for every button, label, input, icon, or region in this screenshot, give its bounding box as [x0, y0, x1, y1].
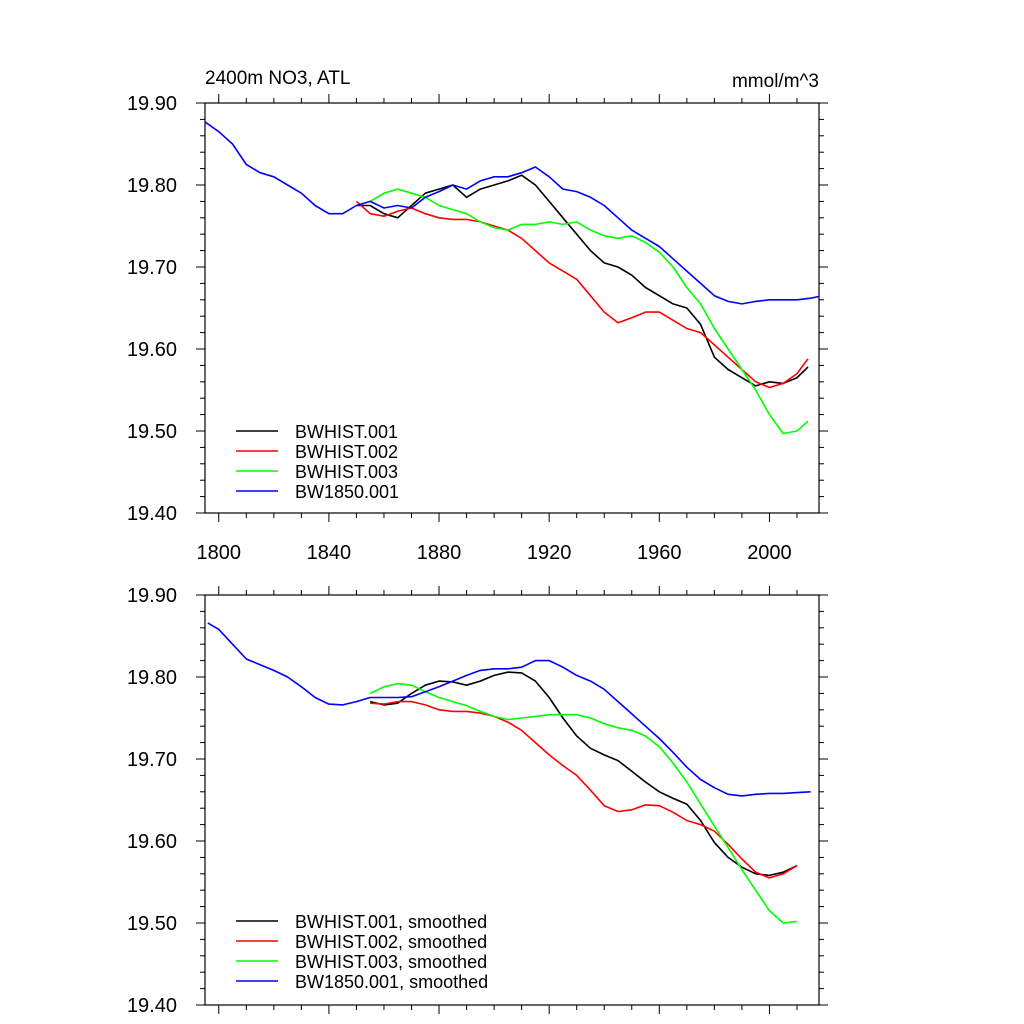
bottom-axis-ticks: 19.40 19.50 19.60 19.70 19.80 19.90: [127, 585, 828, 1017]
legend-label-bw1850-001-smoothed: BW1850.001, smoothed: [295, 972, 488, 992]
series-line-bw1850-001-smoothed: [207, 622, 811, 797]
legend-label-bwhist-002-smoothed: BWHIST.002, smoothed: [295, 932, 487, 952]
x-tick-label: 1880: [417, 542, 462, 564]
legend-label-bwhist-001: BWHIST.001: [295, 422, 398, 442]
y-tick-label: 19.90: [127, 585, 177, 607]
legend-label-bwhist-003-smoothed: BWHIST.003, smoothed: [295, 952, 487, 972]
y-tick-label: 19.70: [127, 749, 177, 771]
series-line-bwhist-001-smoothed: [370, 671, 798, 877]
y-tick-label: 19.80: [127, 667, 177, 689]
series-line-bwhist-002-smoothed: [370, 700, 798, 879]
series-line-bwhist-001: [356, 174, 809, 387]
bottom-chart-panel: 19.40 19.50 19.60 19.70 19.80 19.90 BWHIST.00…: [127, 585, 828, 1017]
top-plot-frame: [204, 102, 820, 514]
y-tick-label: 19.80: [127, 175, 177, 197]
x-tick-label: 1920: [527, 542, 572, 564]
chart-title: 2400m NO3, ATL: [205, 68, 350, 89]
y-tick-label: 19.50: [127, 913, 177, 935]
series-line-bwhist-003: [369, 188, 809, 435]
x-tick-label: 1960: [637, 542, 682, 564]
top-series-group: [204, 121, 820, 435]
series-line-bwhist-003-smoothed: [369, 682, 798, 924]
y-tick-label: 19.60: [127, 339, 177, 361]
legend-label-bwhist-002: BWHIST.002: [295, 442, 398, 462]
x-tick-label: 1840: [307, 542, 352, 564]
y-tick-label: 19.40: [127, 995, 177, 1017]
legend-label-bw1850-001: BW1850.001: [295, 482, 399, 502]
units-label: mmol/m^3: [732, 71, 819, 92]
bottom-series-group: [207, 622, 811, 924]
y-tick-label: 19.70: [127, 257, 177, 279]
bottom-plot-frame: [204, 594, 820, 1006]
top-axis-ticks: 19.40 19.50 19.60 19.70 19.80 19.90 1800 1840 18…: [127, 93, 828, 564]
series-line-bw1850-001: [204, 121, 820, 305]
y-tick-label: 19.60: [127, 831, 177, 853]
x-tick-label: 2000: [747, 542, 792, 564]
top-chart-panel: 2400m NO3, ATL mmol/m^3 19.4019.5019.601…: [127, 68, 828, 564]
series-line-bwhist-002: [355, 200, 809, 389]
legend-label-bwhist-001-smoothed: BWHIST.001, smoothed: [295, 912, 487, 932]
y-tick-label: 19.50: [127, 421, 177, 443]
y-tick-label: 19.90: [127, 93, 177, 115]
legend-label-bwhist-003: BWHIST.003: [295, 462, 398, 482]
y-tick-label: 19.40: [127, 503, 177, 525]
x-tick-label: 1800: [197, 542, 242, 564]
